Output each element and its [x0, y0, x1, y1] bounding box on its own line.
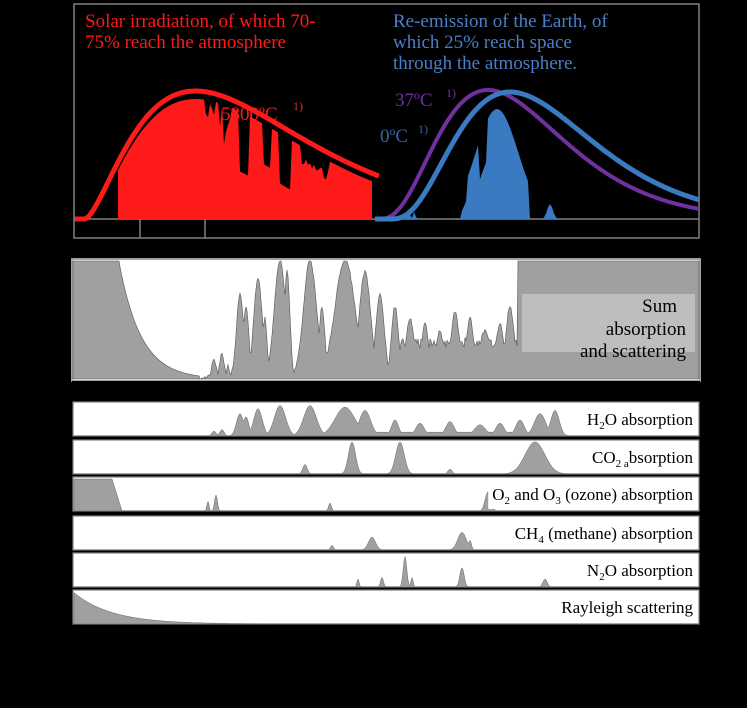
sum-axis-bar: [72, 381, 700, 385]
panel-ch4-area: [74, 532, 698, 551]
label-text: O: [492, 485, 504, 504]
earth-0c-curve: [375, 89, 700, 222]
solar-text-line-2: 75% reach the atmosphere: [85, 32, 286, 53]
solar-irradiation-series: [75, 88, 380, 222]
sun-temp-footnote: 1): [293, 99, 303, 113]
panel-n2o-label: N2O absorption: [587, 561, 694, 583]
solar-envelope-line: [75, 88, 380, 222]
label-text: Rayleigh scattering: [561, 598, 693, 617]
panel-co2: CO2 absorption: [72, 439, 700, 475]
label-text: N: [587, 561, 599, 580]
body-temp-label: 37ºC: [395, 90, 433, 111]
panel-rayleigh-label: Rayleigh scattering: [561, 598, 693, 617]
panel-rayleigh-area: [73, 592, 698, 625]
panel-o3-label-bg: [488, 479, 696, 509]
panel-co2-label-bg: [588, 442, 696, 472]
sum-label-line-3: and scattering: [580, 341, 687, 362]
earth-temp-footnote: 1): [418, 122, 428, 136]
panel-ch4: CH4 (methane) absorption: [72, 515, 700, 551]
earth-text-line-2: which 25% reach space: [393, 32, 572, 53]
label-subscript: 4: [538, 534, 544, 546]
sum-label-line-1: Sum: [642, 296, 677, 317]
panel-h2o-area: [74, 405, 698, 437]
sum-label-line-2: absorption: [606, 319, 687, 340]
earth-text-line-1: Re-emission of the Earth, of: [393, 11, 608, 32]
panel-o3-label: O2 and O3 (ozone) absorption: [492, 485, 693, 507]
panel-o3: O2 and O3 (ozone) absorption: [72, 476, 700, 512]
body-temp-footnote: 1): [446, 86, 456, 100]
panel-co2-label: CO2 absorption: [592, 448, 693, 470]
sum-label-box: [522, 294, 695, 352]
label-text: bsorption: [629, 448, 694, 467]
earth-temp-label: 0ºC: [380, 126, 408, 147]
label-text: CH: [515, 524, 539, 543]
panel-h2o: H2O absorption: [72, 401, 700, 437]
label-text: O absorption: [605, 410, 694, 429]
label-text: and O: [510, 485, 555, 504]
label-subscript: 3: [555, 495, 561, 507]
label-subscript: 2 a: [616, 458, 629, 470]
body-37c-curve: [375, 88, 700, 221]
earth-emission-series: [375, 88, 700, 222]
panel-h2o-label-bg: [582, 404, 696, 434]
panel-rayleigh: Rayleigh scattering: [72, 589, 700, 625]
label-text: (ozone) absorption: [561, 485, 694, 504]
sum-panel: Sum absorption and scattering: [71, 258, 701, 385]
label-subscript: 2: [504, 495, 510, 507]
panel-n2o: N2O absorption: [72, 552, 700, 588]
panel-rayleigh-label-bg: [557, 592, 696, 622]
label-text: O absorption: [605, 561, 694, 580]
label-subscript: 2: [599, 571, 605, 583]
label-text: H: [587, 410, 599, 429]
solar-irradiation-fill: [118, 99, 372, 219]
label-text: CO: [592, 448, 616, 467]
panel-h2o-label: H2O absorption: [587, 410, 694, 432]
panel-o3-area: [73, 478, 698, 512]
panel-ch4-label: CH4 (methane) absorption: [515, 524, 694, 546]
label-subscript: 2: [599, 420, 605, 432]
panel-co2-area: [74, 441, 698, 475]
earth-emission-fill: [400, 109, 565, 219]
panel-n2o-label-bg: [582, 555, 696, 585]
sun-temp-label: 5800ºC: [221, 104, 278, 125]
panel-n2o-area: [74, 556, 698, 588]
solar-text-line-1: Solar irradiation, of which 70-: [85, 11, 316, 32]
label-text: (methane) absorption: [544, 524, 694, 543]
panel-ch4-label-bg: [510, 518, 696, 548]
earth-text-line-3: through the atmosphere.: [393, 53, 577, 74]
emission-panel: Solar irradiation, of which 70- 75% reac…: [73, 3, 700, 239]
